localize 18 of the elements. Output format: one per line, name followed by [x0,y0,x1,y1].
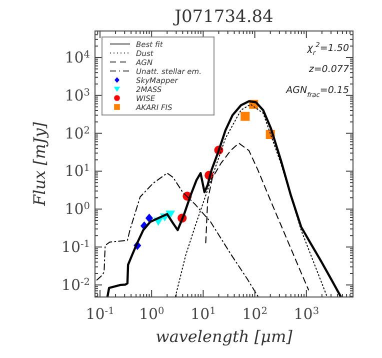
x-tick-label: 10$^{1}$ [190,305,216,323]
annotation: z=0.077 [308,64,349,75]
y-axis-title: Flux [mJy] [30,121,49,207]
y-tick-label: 10$^{-2}$ [61,276,90,294]
y-tick-label: 10$^{2}$ [64,124,90,142]
y-tick-label: 10$^{4}$ [64,48,90,66]
y-tick-label: 10$^{1}$ [64,162,90,180]
x-tick-label: 10$^{3}$ [294,305,320,323]
y-tick-label: 10$^{-1}$ [61,238,90,256]
x-axis-title: wavelength [μm] [156,327,294,346]
annotation: χ$_{r}$$^{2}$=1.50 [306,41,349,57]
y-tick-label: 10$^{3}$ [64,86,90,104]
chart-title: J071734.84 [172,7,274,27]
x-tick-label: 10$^{-1}$ [86,305,114,323]
annotation: AGN$_{frac}$=0.15 [285,85,349,99]
x-tick-label: 10$^{2}$ [242,305,268,323]
y-tick-label: 10$^{0}$ [64,200,90,218]
x-tick-label: 10$^{0}$ [138,305,164,323]
